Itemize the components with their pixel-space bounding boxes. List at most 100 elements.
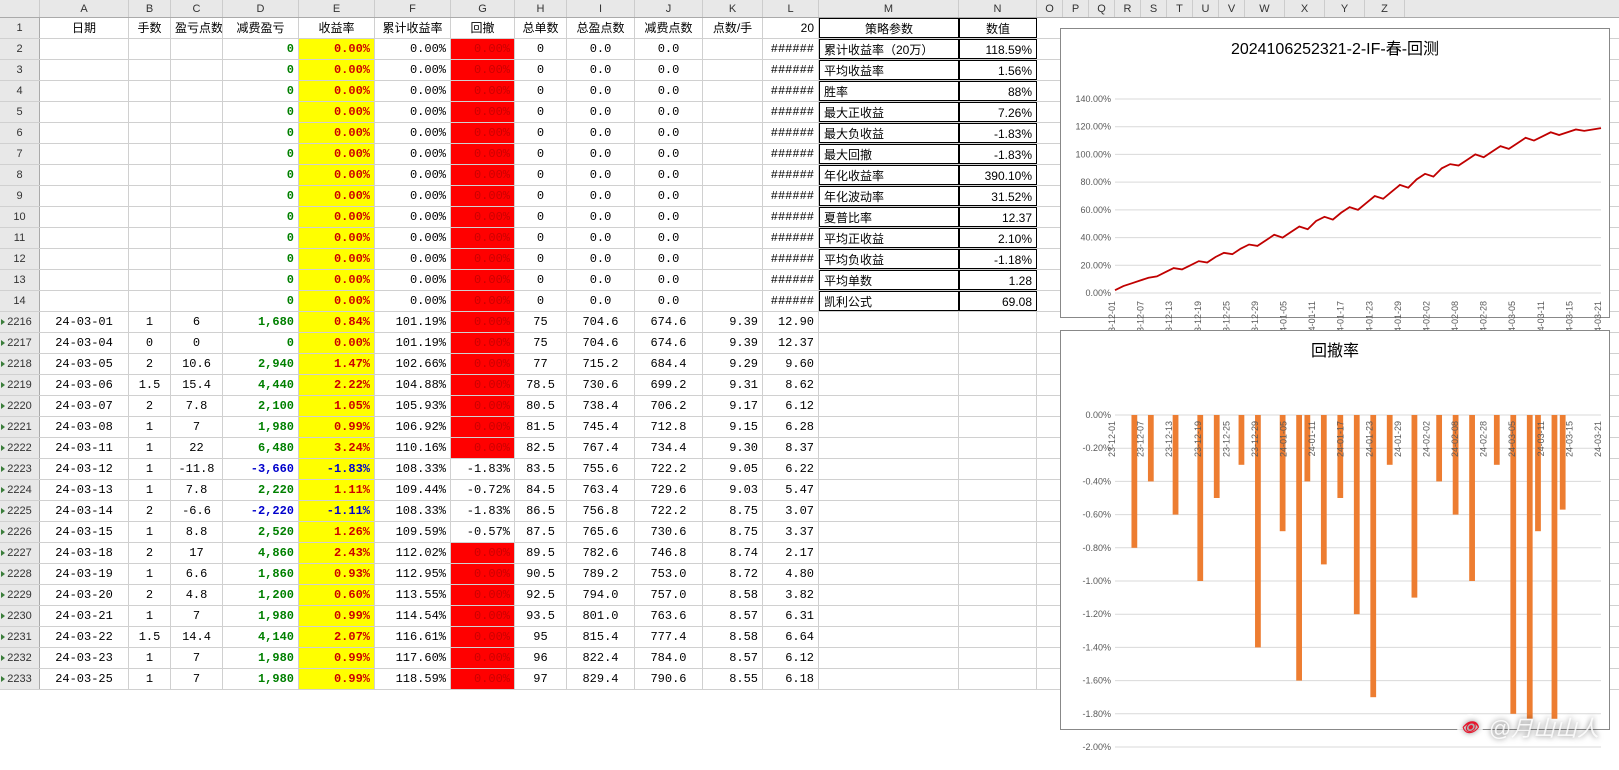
cell[interactable]: 0.0: [635, 249, 703, 269]
cell[interactable]: 0.0: [635, 60, 703, 80]
param-label[interactable]: 平均收益率: [819, 60, 959, 80]
cell[interactable]: 815.4: [567, 627, 635, 647]
cell[interactable]: [40, 165, 129, 185]
cell[interactable]: 1: [129, 648, 171, 668]
cell[interactable]: ######: [763, 291, 819, 311]
cell[interactable]: 829.4: [567, 669, 635, 689]
cell[interactable]: [959, 606, 1037, 626]
col-header-F[interactable]: F: [375, 0, 451, 17]
cell[interactable]: 2: [129, 585, 171, 605]
cell[interactable]: 0.99%: [299, 648, 375, 668]
cell[interactable]: 730.6: [567, 375, 635, 395]
cell[interactable]: 0.00%: [375, 102, 451, 122]
cell[interactable]: 减费盈亏: [223, 18, 299, 38]
col-header-R[interactable]: R: [1115, 0, 1141, 17]
cell[interactable]: 1.5: [129, 627, 171, 647]
cell[interactable]: 0: [515, 39, 567, 59]
cell[interactable]: [819, 585, 959, 605]
cell[interactable]: [40, 207, 129, 227]
cell[interactable]: 收益率: [299, 18, 375, 38]
cell[interactable]: 0: [515, 123, 567, 143]
cell[interactable]: [40, 228, 129, 248]
cell[interactable]: [703, 186, 763, 206]
cell[interactable]: [171, 228, 223, 248]
cell[interactable]: 0.00%: [451, 669, 515, 689]
cell[interactable]: 0.0: [567, 228, 635, 248]
cell[interactable]: 0.00%: [299, 123, 375, 143]
cell[interactable]: 6.18: [763, 669, 819, 689]
cell[interactable]: 722.2: [635, 459, 703, 479]
cell[interactable]: 753.0: [635, 564, 703, 584]
cell[interactable]: 0.0: [635, 165, 703, 185]
cell[interactable]: [703, 123, 763, 143]
cell[interactable]: 0.00%: [451, 144, 515, 164]
cell[interactable]: 6,480: [223, 438, 299, 458]
cell[interactable]: [959, 354, 1037, 374]
cell[interactable]: 0: [515, 60, 567, 80]
cell[interactable]: 763.6: [635, 606, 703, 626]
cell[interactable]: 0: [515, 81, 567, 101]
cell[interactable]: [703, 270, 763, 290]
cell[interactable]: 0.00%: [451, 648, 515, 668]
cell[interactable]: [129, 102, 171, 122]
cell[interactable]: 0.00%: [451, 102, 515, 122]
cell[interactable]: 0.99%: [299, 417, 375, 437]
cell[interactable]: 0.00%: [451, 543, 515, 563]
cell[interactable]: [819, 669, 959, 689]
cell[interactable]: [171, 207, 223, 227]
cell[interactable]: 0.0: [567, 39, 635, 59]
row-header[interactable]: 2221: [0, 417, 40, 437]
cell[interactable]: [703, 207, 763, 227]
cell[interactable]: 0.00%: [375, 270, 451, 290]
cell[interactable]: [40, 186, 129, 206]
cell[interactable]: 24-03-20: [40, 585, 129, 605]
cell[interactable]: 2.07%: [299, 627, 375, 647]
row-header[interactable]: 2227: [0, 543, 40, 563]
cell[interactable]: ######: [763, 207, 819, 227]
cell[interactable]: 0.0: [635, 102, 703, 122]
cell[interactable]: 0: [515, 207, 567, 227]
cell[interactable]: [959, 543, 1037, 563]
cell[interactable]: 2: [129, 543, 171, 563]
cell[interactable]: 0: [223, 333, 299, 353]
col-header-B[interactable]: B: [129, 0, 171, 17]
cell[interactable]: 24-03-01: [40, 312, 129, 332]
cell[interactable]: 84.5: [515, 480, 567, 500]
cell[interactable]: [171, 60, 223, 80]
cell[interactable]: 9.30: [703, 438, 763, 458]
row-header[interactable]: 2223: [0, 459, 40, 479]
row-header[interactable]: 2224: [0, 480, 40, 500]
cell[interactable]: 0.00%: [451, 270, 515, 290]
cell[interactable]: 24-03-08: [40, 417, 129, 437]
cell[interactable]: 1: [129, 438, 171, 458]
cell[interactable]: 89.5: [515, 543, 567, 563]
cell[interactable]: [171, 270, 223, 290]
row-header[interactable]: 2218: [0, 354, 40, 374]
cell[interactable]: [959, 585, 1037, 605]
cell[interactable]: [819, 564, 959, 584]
cell[interactable]: 1: [129, 669, 171, 689]
cell[interactable]: ######: [763, 186, 819, 206]
cell[interactable]: [959, 396, 1037, 416]
cell[interactable]: 0.0: [635, 39, 703, 59]
cell[interactable]: 1.05%: [299, 396, 375, 416]
cell[interactable]: 17: [171, 543, 223, 563]
cell[interactable]: ######: [763, 270, 819, 290]
cell[interactable]: 112.95%: [375, 564, 451, 584]
row-header[interactable]: 2231: [0, 627, 40, 647]
cell[interactable]: [129, 144, 171, 164]
cell[interactable]: 789.2: [567, 564, 635, 584]
param-value[interactable]: 390.10%: [959, 165, 1037, 185]
cell[interactable]: 0: [223, 291, 299, 311]
cell[interactable]: ######: [763, 60, 819, 80]
cell[interactable]: [959, 648, 1037, 668]
col-header-N[interactable]: N: [959, 0, 1037, 17]
cell[interactable]: 0.99%: [299, 606, 375, 626]
cell[interactable]: 1: [129, 480, 171, 500]
cell[interactable]: [171, 39, 223, 59]
cell[interactable]: 0.0: [567, 123, 635, 143]
cell[interactable]: 0.00%: [299, 270, 375, 290]
param-value[interactable]: 7.26%: [959, 102, 1037, 122]
cell[interactable]: 4,860: [223, 543, 299, 563]
cell[interactable]: 0.00%: [299, 39, 375, 59]
